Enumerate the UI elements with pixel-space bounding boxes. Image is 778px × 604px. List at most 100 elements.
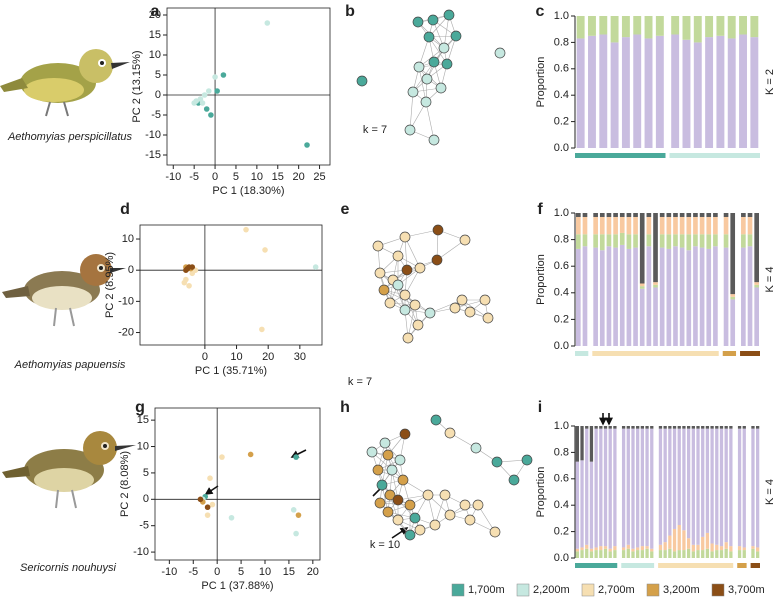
bar-segment: [737, 428, 742, 547]
bar-segment: [741, 216, 746, 235]
bar-segment: [646, 234, 652, 247]
x-tick-label: 5: [238, 566, 244, 578]
bar-segment: [633, 234, 638, 248]
network-edge: [418, 66, 427, 103]
bar-segment: [639, 286, 645, 289]
network-edge: [407, 304, 416, 339]
y-tick-label: 5: [155, 69, 161, 81]
network-node: [423, 31, 435, 43]
bar-segment: [621, 550, 626, 558]
bar-segment: [645, 426, 649, 429]
y-tick-label: -5: [151, 109, 161, 121]
bar-segment: [686, 426, 691, 429]
bar-segment: [729, 426, 733, 429]
bar-segment: [631, 548, 635, 552]
scatter-point: [181, 279, 188, 286]
bar-segment: [640, 428, 645, 547]
x-tick-label: 30: [294, 351, 306, 363]
x-axis-label: PC 1 (18.30%): [212, 185, 284, 197]
bar-segment: [679, 234, 685, 248]
network-node: [376, 479, 388, 491]
network-node: [399, 428, 411, 440]
network-node: [482, 312, 494, 324]
bar-segment: [668, 426, 672, 429]
bar-segment: [663, 542, 667, 551]
y-tick-label: 0.0: [554, 340, 569, 352]
network-node: [489, 526, 501, 538]
bar-segment: [659, 247, 665, 346]
bar-segment: [603, 548, 608, 558]
bar-segment: [724, 542, 728, 549]
bar-segment: [589, 461, 594, 549]
species-name: Aethomyias papuensis: [14, 359, 126, 371]
bar-segment: [658, 426, 663, 429]
bar-segment: [613, 428, 617, 547]
x-tick-label: 20: [307, 566, 319, 578]
x-tick-label: -10: [161, 566, 177, 578]
bar-segment: [639, 288, 645, 346]
bar-segment: [621, 426, 626, 429]
y-tick-label: 0.0: [554, 552, 569, 564]
bar-segment: [724, 548, 728, 558]
scatter-point: [205, 88, 212, 94]
network-node: [404, 529, 416, 541]
bar-segment: [599, 216, 605, 235]
population-bar: [621, 563, 655, 568]
network-node: [431, 254, 443, 266]
y-tick-label: 10: [122, 233, 134, 245]
network-node: [374, 497, 386, 509]
bar-segment: [599, 428, 603, 547]
network-node: [379, 437, 391, 449]
y-tick-label: 0: [143, 493, 149, 505]
population-bar: [575, 351, 589, 356]
bar-segment: [729, 546, 733, 552]
network-edge: [404, 229, 439, 238]
bar-segment: [677, 525, 681, 551]
network-node: [409, 512, 421, 524]
network-node: [414, 262, 426, 274]
bar-segment: [650, 426, 654, 429]
bar-segment: [713, 234, 718, 247]
scatter-point: [207, 475, 213, 481]
bar-segment: [713, 213, 718, 217]
y-axis-label: Proportion: [535, 467, 547, 518]
scatter-point: [209, 501, 216, 508]
bar-segment: [747, 246, 753, 346]
x-tick-label: -5: [189, 171, 199, 183]
network-node: [464, 514, 476, 526]
bar-segment: [589, 548, 594, 552]
bar-segment: [640, 546, 645, 551]
bar-segment: [610, 16, 619, 43]
bar-segment: [719, 550, 724, 558]
bar-segment: [699, 216, 705, 235]
bar-segment: [639, 213, 645, 284]
population-bar: [658, 563, 734, 568]
network-node: [443, 9, 455, 21]
bar-segment: [594, 428, 598, 548]
bar-segment: [621, 428, 626, 548]
legend-swatch: [451, 583, 465, 597]
y-tick-label: 0: [155, 89, 161, 101]
bird-illustration: [0, 49, 130, 117]
network-node: [479, 294, 491, 306]
bar-segment: [682, 16, 691, 40]
bar-segment: [599, 250, 605, 346]
x-tick-label: 15: [272, 171, 284, 183]
y-tick-label: 0.6: [554, 260, 569, 272]
plot-frame: [139, 224, 323, 346]
bar-segment: [699, 247, 705, 346]
bar-segment: [716, 16, 725, 36]
y-tick-label: 10: [149, 49, 161, 61]
bar-segment: [751, 428, 755, 547]
network-label: k = 7: [363, 124, 387, 136]
legend-label: 3,700m: [728, 584, 765, 596]
bar-segment: [741, 213, 746, 217]
scatter-point: [293, 454, 299, 460]
bar-segment: [621, 37, 630, 149]
network-node: [384, 297, 396, 309]
network-node: [421, 73, 433, 85]
bar-segment: [608, 548, 612, 552]
network-node: [464, 306, 476, 318]
scatter-point: [295, 512, 302, 518]
bar-segment: [729, 551, 733, 558]
